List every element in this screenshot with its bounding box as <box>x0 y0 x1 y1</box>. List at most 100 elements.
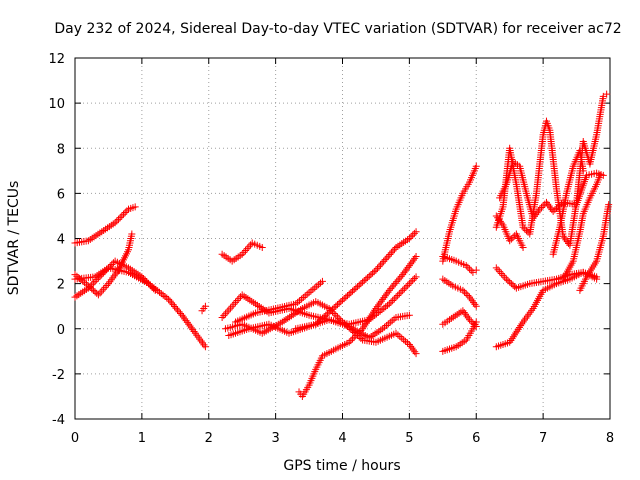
interpolated-point <box>469 319 477 327</box>
interpolated-point <box>383 301 391 309</box>
interpolated-point <box>295 307 303 315</box>
interpolated-point <box>89 279 97 287</box>
interpolated-point <box>357 280 365 288</box>
interpolated-point <box>77 275 85 283</box>
series-s3 <box>71 230 136 299</box>
interpolated-point <box>393 278 401 286</box>
interpolated-point <box>291 309 299 317</box>
interpolated-point <box>360 277 368 285</box>
interpolated-point <box>519 221 527 229</box>
interpolated-point <box>377 261 385 269</box>
interpolated-point <box>592 183 600 191</box>
interpolated-point <box>315 317 323 325</box>
interpolated-point <box>103 266 111 274</box>
x-tick-label: 1 <box>138 431 146 446</box>
interpolated-point <box>468 297 476 305</box>
interpolated-point <box>161 293 169 301</box>
interpolated-point <box>568 259 576 267</box>
interpolated-point <box>89 273 97 281</box>
interpolated-point <box>467 317 475 325</box>
interpolated-point <box>247 241 255 249</box>
interpolated-point <box>355 281 363 289</box>
interpolated-point <box>123 248 131 256</box>
interpolated-point <box>172 304 180 312</box>
interpolated-point <box>362 275 370 283</box>
interpolated-point <box>386 318 394 326</box>
interpolated-point <box>471 165 479 173</box>
interpolated-point <box>447 281 455 289</box>
interpolated-point <box>384 252 392 260</box>
interpolated-point <box>390 315 398 323</box>
y-tick-label: 8 <box>57 142 65 157</box>
series-s24 <box>576 201 613 294</box>
interpolated-point <box>398 334 406 342</box>
interpolated-point <box>342 293 350 301</box>
interpolated-point <box>322 311 330 319</box>
data-point <box>466 316 474 324</box>
interpolated-point <box>242 247 250 255</box>
interpolated-point <box>387 285 395 293</box>
interpolated-point <box>462 310 470 318</box>
interpolated-point <box>113 268 121 276</box>
interpolated-point <box>145 280 153 288</box>
interpolated-point <box>400 285 408 293</box>
interpolated-point <box>121 209 129 217</box>
interpolated-point <box>511 283 519 291</box>
interpolated-point <box>386 250 394 258</box>
interpolated-point <box>550 275 558 283</box>
interpolated-point <box>494 266 502 274</box>
interpolated-point <box>408 258 416 266</box>
data-point <box>98 271 106 279</box>
interpolated-point <box>411 348 419 356</box>
interpolated-point <box>256 242 264 250</box>
interpolated-point <box>384 288 392 296</box>
interpolated-point <box>359 278 367 286</box>
interpolated-point <box>555 225 563 233</box>
interpolated-point <box>390 295 398 303</box>
data-point <box>412 273 420 281</box>
interpolated-point <box>387 249 395 257</box>
interpolated-point <box>93 276 101 284</box>
interpolated-point <box>389 247 397 255</box>
interpolated-point <box>497 269 505 277</box>
interpolated-point <box>311 284 319 292</box>
interpolated-point <box>370 268 378 276</box>
interpolated-point <box>94 274 102 282</box>
interpolated-point <box>539 202 547 210</box>
interpolated-point <box>464 314 472 322</box>
interpolated-point <box>460 309 468 317</box>
interpolated-point <box>467 267 475 275</box>
y-tick-label: 0 <box>57 323 65 338</box>
interpolated-point <box>467 295 475 303</box>
interpolated-point <box>410 229 418 237</box>
interpolated-point <box>383 254 391 262</box>
data-point <box>178 311 186 319</box>
interpolated-point <box>380 294 388 302</box>
interpolated-point <box>391 279 399 287</box>
interpolated-point <box>499 271 507 279</box>
interpolated-point <box>384 320 392 328</box>
interpolated-point <box>109 220 117 228</box>
interpolated-point <box>569 165 577 173</box>
interpolated-point <box>220 312 228 320</box>
data-point <box>472 322 480 330</box>
interpolated-point <box>169 301 177 309</box>
interpolated-point <box>382 322 390 330</box>
interpolated-point <box>296 297 304 305</box>
interpolated-point <box>232 298 239 306</box>
interpolated-point <box>163 294 171 302</box>
series-s14 <box>439 162 480 265</box>
interpolated-point <box>390 245 398 253</box>
interpolated-point <box>394 291 402 299</box>
data-point <box>165 295 173 303</box>
interpolated-point <box>136 272 144 280</box>
interpolated-point <box>509 281 517 289</box>
series-s22 <box>492 212 527 252</box>
interpolated-point <box>450 344 458 352</box>
interpolated-point <box>378 306 386 314</box>
interpolated-point <box>400 336 408 344</box>
interpolated-point <box>159 291 167 299</box>
interpolated-point <box>522 227 530 235</box>
interpolated-point <box>401 267 409 275</box>
